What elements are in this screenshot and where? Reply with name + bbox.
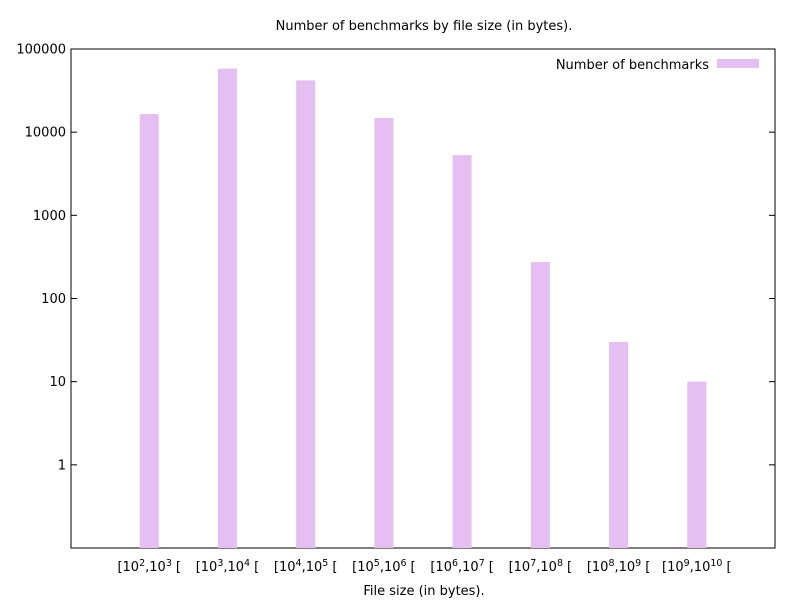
y-tick-label: 10 — [49, 375, 66, 390]
x-tick-label: [103,104[ — [196, 558, 259, 575]
bar — [217, 68, 237, 549]
y-axis-ticks: 1 10 100 1000 10000 100000 — [16, 43, 775, 473]
plot-border — [70, 48, 776, 549]
y-tick-label: 100000 — [16, 43, 66, 58]
legend: Number of benchmarks — [556, 58, 759, 73]
legend-label: Number of benchmarks — [556, 58, 709, 73]
bar — [296, 80, 316, 548]
x-tick-label: [102,103[ — [117, 558, 180, 575]
y-tick-label: 100 — [41, 292, 66, 307]
bar — [139, 114, 159, 548]
chart-title: Number of benchmarks by file size (in by… — [276, 19, 573, 34]
x-tick-label: [107,108[ — [509, 558, 572, 575]
x-tick-label: [108,109[ — [587, 558, 650, 575]
x-axis-label: File size (in bytes). — [363, 584, 484, 599]
y-tick-label: 10000 — [25, 126, 66, 141]
x-tick-label: [106,107[ — [430, 558, 493, 575]
bar — [452, 155, 472, 548]
bars — [139, 68, 707, 549]
x-tick-label: [109,1010[ — [662, 558, 732, 575]
plot-frame — [70, 48, 776, 549]
bar — [687, 381, 707, 548]
x-tick-label: [104,105[ — [274, 558, 337, 575]
x-tick-label: [105,106[ — [352, 558, 415, 575]
legend-swatch — [717, 59, 759, 68]
y-tick-label: 1000 — [33, 209, 66, 224]
bar — [374, 118, 394, 549]
bar — [530, 261, 550, 548]
bar — [609, 341, 629, 548]
y-tick-label: 1 — [58, 458, 66, 473]
x-axis-ticks: [102,103[ [103,104[ [104,105[ [105,106[ [106… — [117, 558, 731, 575]
